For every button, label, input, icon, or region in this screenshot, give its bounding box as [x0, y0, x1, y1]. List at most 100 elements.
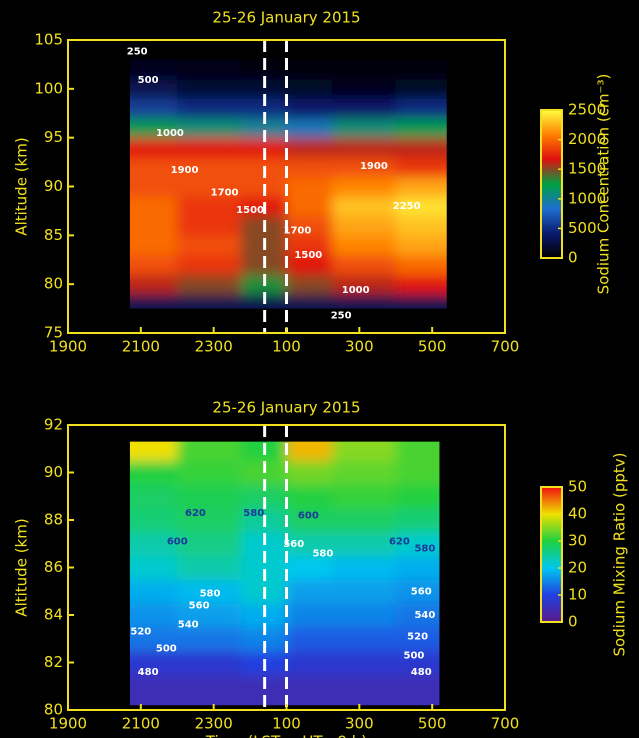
heat-cell — [395, 484, 440, 509]
heat-cell — [286, 215, 333, 236]
chart-title: 25-26 January 2015 — [212, 9, 360, 27]
heat-cell — [129, 626, 178, 652]
x-tick-label: 1900 — [49, 338, 87, 356]
heat-cell — [332, 626, 397, 652]
contour-label: 560 — [189, 601, 210, 612]
heat-cell — [129, 441, 178, 462]
contour-label: 600 — [167, 536, 188, 547]
heat-cell — [395, 137, 447, 158]
heat-cell — [332, 274, 397, 295]
heat-cell — [286, 579, 333, 604]
x-tick-label: 100 — [272, 338, 301, 356]
y-axis-label: Altitude (km) — [13, 518, 31, 616]
contour-label: 580 — [312, 548, 333, 559]
heat-cell — [129, 603, 178, 628]
heat-cell — [129, 293, 178, 309]
heat-cell — [395, 235, 447, 256]
heat-cell — [286, 98, 333, 119]
heat-cell — [129, 98, 178, 119]
heat-cell — [332, 293, 397, 309]
colorbar-tick-label: 1000 — [568, 189, 606, 207]
heat-cell — [395, 674, 440, 706]
heat-cell — [286, 157, 333, 178]
heat-cell — [286, 460, 333, 485]
heat-cell — [177, 274, 242, 295]
colorbar-tick-label: 30 — [568, 532, 587, 550]
chart: 620 5806006005605806205805805605405605405… — [13, 399, 629, 738]
heat-cell — [286, 603, 333, 628]
heat-cell — [129, 118, 178, 139]
heat-cell — [129, 196, 178, 217]
heat-cell — [332, 484, 397, 509]
heat-cell — [286, 274, 333, 295]
heat-cell — [129, 460, 178, 485]
heat-cell — [177, 176, 242, 197]
y-tick-label: 85 — [44, 226, 63, 244]
heat-cell — [332, 59, 397, 80]
heat-cell — [332, 176, 397, 197]
contour-label: 1700 — [211, 187, 239, 198]
heat-cell — [332, 603, 397, 628]
heat-cell — [395, 59, 447, 80]
y-tick-label: 90 — [44, 463, 63, 481]
heat-cell — [332, 254, 397, 275]
contour-label: 1500 — [236, 205, 264, 216]
contour-label: 600 — [298, 510, 319, 521]
heat-cell — [332, 235, 397, 256]
contour-label: 1900 — [360, 161, 388, 172]
colorbar — [540, 486, 563, 623]
heat-cell — [129, 235, 178, 256]
y-tick-label: 90 — [44, 177, 63, 195]
y-tick-label: 100 — [34, 79, 63, 97]
heat-cell — [395, 555, 440, 580]
heat-cell — [240, 118, 287, 139]
x-tick-label: 700 — [491, 715, 520, 733]
heat-cell — [177, 603, 242, 628]
heat-cell — [395, 441, 440, 462]
heat-cell — [395, 531, 440, 557]
colorbar-tick-label: 2000 — [568, 130, 606, 148]
contour-label: 250 — [331, 310, 352, 321]
heat-cell — [332, 650, 397, 675]
heat-cell — [332, 460, 397, 485]
chart: 2505001000190017001500170015001900225010… — [13, 9, 613, 356]
heat-cell — [395, 460, 440, 485]
heat-cell — [395, 508, 440, 533]
contour-label: 520 — [130, 627, 151, 638]
y-tick-label: 82 — [44, 653, 63, 671]
heat-cell — [395, 650, 440, 675]
heat-cell — [177, 484, 242, 509]
x-tick-label: 500 — [418, 715, 447, 733]
contour-label: 620 — [185, 508, 206, 519]
x-tick-label: 700 — [491, 338, 520, 356]
contour-label: 500 — [138, 75, 159, 86]
heat-cell — [395, 579, 440, 604]
heat-cell — [129, 254, 178, 275]
colorbar-tick-label: 40 — [568, 505, 587, 523]
contour-label: 1900 — [171, 165, 199, 176]
heat-cell — [395, 254, 447, 275]
heat-cell — [286, 555, 333, 580]
heatmap — [129, 441, 440, 706]
contour-label: 1000 — [342, 285, 370, 296]
chart-title: 25-26 January 2015 — [212, 399, 360, 417]
heat-cell — [332, 579, 397, 604]
contour-label: 620 — [389, 536, 410, 547]
contour-label: 2250 — [393, 201, 421, 212]
heat-cell — [395, 118, 447, 139]
heat-cell — [177, 59, 242, 80]
heat-cell — [177, 508, 242, 533]
heat-cell — [286, 254, 333, 275]
heat-cell — [332, 531, 397, 557]
heat-cell — [286, 484, 333, 509]
heat-cell — [177, 293, 242, 309]
y-tick-label: 88 — [44, 511, 63, 529]
heat-cell — [286, 650, 333, 675]
colorbar — [540, 109, 563, 259]
heat-cell — [286, 137, 333, 158]
heat-cell — [129, 531, 178, 557]
contour-label: 250 — [127, 47, 148, 58]
y-axis-label: Altitude (km) — [13, 137, 31, 235]
heat-cell — [129, 650, 178, 675]
y-tick-label: 86 — [44, 558, 63, 576]
